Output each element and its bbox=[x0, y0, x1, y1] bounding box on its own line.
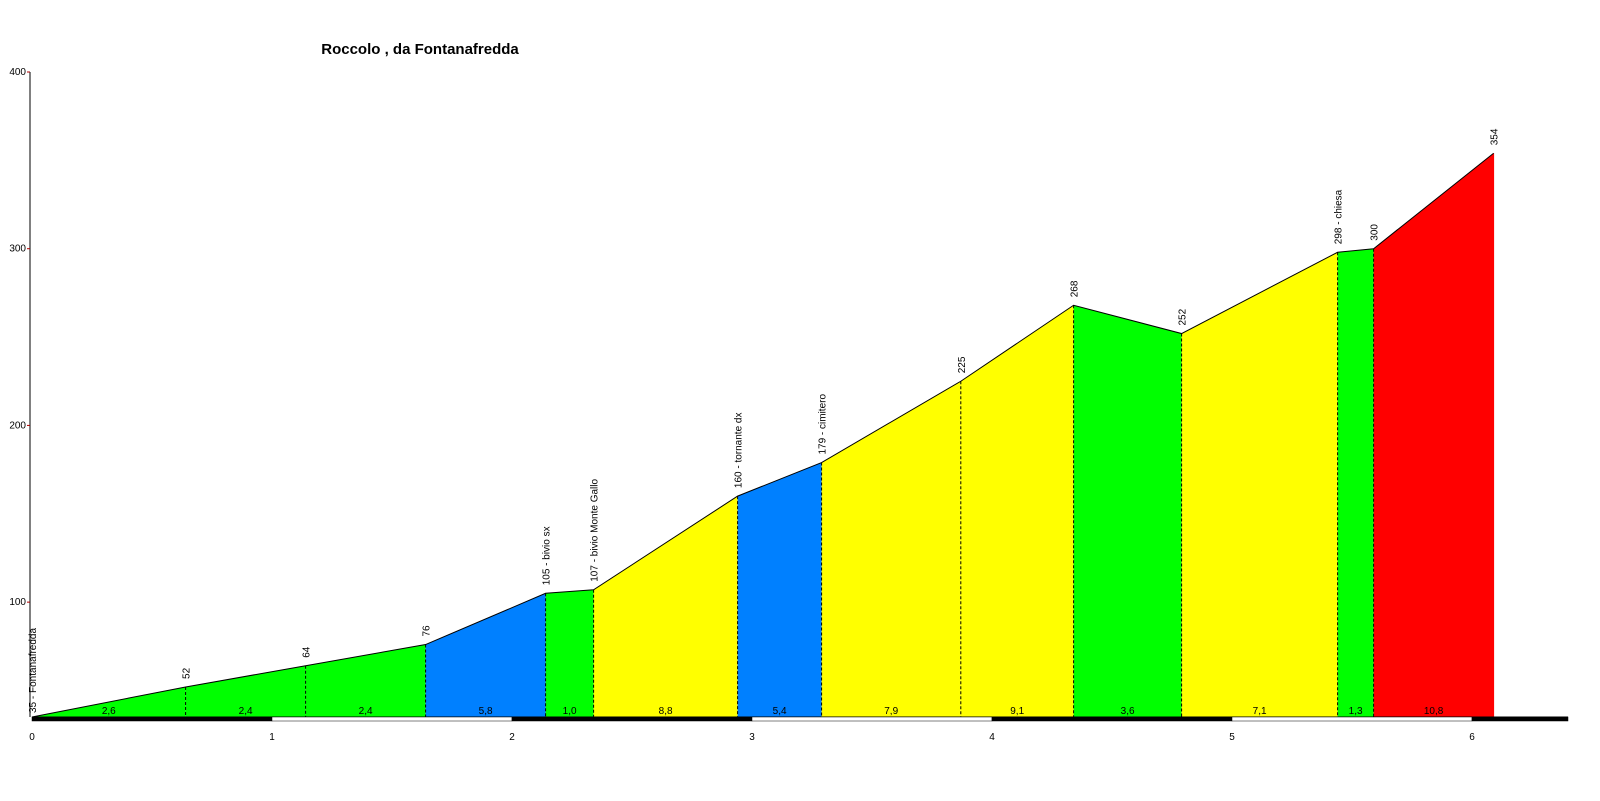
point-label: 268 bbox=[1070, 280, 1081, 297]
gradient-label: 2,4 bbox=[239, 706, 253, 717]
segment-area bbox=[960, 305, 1074, 717]
chart-title: Roccolo , da Fontanafredda bbox=[321, 41, 519, 58]
y-tick-label: 300 bbox=[9, 244, 26, 255]
scale-bar-block bbox=[1231, 716, 1473, 722]
segment-area bbox=[185, 665, 306, 717]
point-label: 52 bbox=[182, 667, 193, 679]
x-tick-label: 4 bbox=[989, 732, 995, 743]
point-label: 64 bbox=[302, 646, 313, 658]
gradient-label: 5,8 bbox=[479, 706, 493, 717]
gradient-label: 3,6 bbox=[1121, 706, 1135, 717]
point-label: 105 - bivio sx bbox=[542, 526, 553, 585]
gradient-label: 9,1 bbox=[1010, 706, 1024, 717]
profile-segments bbox=[32, 153, 1494, 718]
gradient-label: 2,6 bbox=[102, 706, 116, 717]
segment-area bbox=[1181, 252, 1338, 717]
gradient-label: 8,8 bbox=[659, 706, 673, 717]
y-tick-label: 100 bbox=[9, 597, 26, 608]
point-label: 35 - Fontanafredda bbox=[28, 628, 39, 713]
x-tick-label: 5 bbox=[1229, 732, 1235, 743]
point-label: 179 - cimitero bbox=[818, 394, 829, 455]
gradient-label: 7,1 bbox=[1253, 706, 1267, 717]
gradient-label: 1,0 bbox=[563, 706, 577, 717]
point-label: 252 bbox=[1178, 308, 1189, 325]
gradient-label: 10,8 bbox=[1424, 706, 1444, 717]
distance-scale-bar bbox=[31, 716, 1569, 722]
segment-area bbox=[1073, 305, 1182, 717]
scale-bar-block bbox=[751, 716, 993, 722]
segment-area bbox=[821, 381, 961, 717]
x-tick-label: 0 bbox=[29, 732, 35, 743]
gradient-label: 7,9 bbox=[884, 706, 898, 717]
y-tick-labels: 100 200 300 400 bbox=[9, 67, 30, 608]
gradient-label: 5,4 bbox=[773, 706, 787, 717]
scale-bar-block bbox=[31, 716, 273, 722]
segment-area bbox=[737, 462, 822, 717]
point-label: 76 bbox=[422, 625, 433, 637]
segment-area bbox=[1373, 153, 1494, 718]
y-tick-label: 200 bbox=[9, 420, 26, 431]
segment-area bbox=[593, 496, 738, 717]
y-tick-label: 400 bbox=[9, 67, 26, 78]
gradient-labels: 2,6 2,4 2,4 5,8 1,0 8,8 5,4 7,9 9,1 3,6 7,1 1,3 10,8 bbox=[102, 706, 1444, 717]
scale-bar-block bbox=[991, 716, 1233, 722]
x-tick-labels: 0 1 2 3 4 5 6 bbox=[29, 732, 1475, 743]
gradient-label: 1,3 bbox=[1349, 706, 1363, 717]
scale-bar-block bbox=[1471, 716, 1569, 722]
segment-area bbox=[545, 589, 594, 717]
segment-area bbox=[425, 593, 546, 717]
point-label: 160 - tornante dx bbox=[734, 413, 745, 489]
x-tick-label: 6 bbox=[1469, 732, 1475, 743]
segment-area bbox=[305, 644, 426, 717]
profile-line bbox=[31, 152, 1494, 718]
segment-area bbox=[1337, 248, 1374, 717]
scale-bar-block bbox=[271, 716, 513, 722]
point-label: 354 bbox=[1490, 128, 1501, 145]
point-label: 107 - bivio Monte Gallo bbox=[590, 478, 601, 581]
x-tick-label: 1 bbox=[269, 732, 275, 743]
point-labels: 35 - Fontanafredda 52 64 76 105 - bivio sx 10… bbox=[28, 128, 1501, 713]
scale-bar-block bbox=[511, 716, 753, 722]
point-label: 225 bbox=[957, 356, 968, 373]
x-tick-label: 3 bbox=[749, 732, 755, 743]
gradient-label: 2,4 bbox=[359, 706, 373, 717]
point-label: 298 - chiesa bbox=[1334, 189, 1345, 244]
segment-dividers bbox=[185, 153, 1495, 717]
point-label: 300 bbox=[1370, 224, 1381, 241]
x-tick-label: 2 bbox=[509, 732, 515, 743]
